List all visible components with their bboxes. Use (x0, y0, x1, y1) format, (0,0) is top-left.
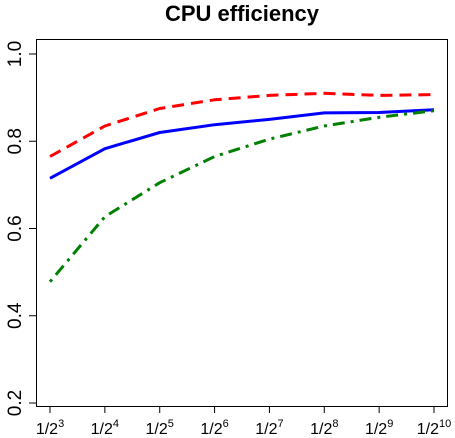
x-tick-label: 1/210 (417, 418, 452, 438)
x-tick-exponent: 4 (113, 418, 119, 430)
series-line-3 (48, 109, 435, 283)
x-tick-label: 1/25 (146, 418, 174, 438)
x-tick-base: 1/2 (146, 421, 168, 438)
y-tick-label: 0.8 (5, 128, 26, 154)
x-tick-label: 1/23 (36, 418, 64, 438)
y-axis: 0.2 0.4 0.6 0.8 1.0 (5, 41, 37, 416)
x-tick-base: 1/2 (310, 421, 332, 438)
y-tick-label: 1.0 (5, 41, 26, 67)
series-line-2 (49, 108, 435, 180)
y-tick-label: 0.6 (5, 215, 26, 241)
x-tick-base: 1/2 (417, 421, 439, 438)
x-tick-label: 1/28 (310, 418, 338, 438)
x-tick-label: 1/29 (365, 418, 393, 438)
x-tick-exponent: 7 (277, 418, 283, 430)
series-line-1 (49, 91, 435, 158)
plot-frame (36, 39, 448, 407)
x-tick-exponent: 9 (387, 418, 393, 430)
y-tick-label: 0.4 (5, 302, 26, 329)
series-layer (48, 91, 435, 283)
chart-title: CPU efficiency (165, 1, 320, 26)
x-tick-exponent: 8 (332, 418, 338, 430)
x-tick-exponent: 3 (58, 418, 64, 430)
y-tick-label: 0.2 (5, 390, 26, 416)
x-tick-base: 1/2 (365, 421, 387, 438)
x-tick-label: 1/27 (255, 418, 283, 438)
x-tick-base: 1/2 (36, 421, 58, 438)
x-tick-exponent: 5 (168, 418, 174, 430)
x-axis: 1/23 1/24 1/25 1/26 1/27 1/28 1/29 1/210 (36, 406, 452, 438)
x-tick-label: 1/26 (200, 418, 228, 438)
x-tick-exponent: 10 (439, 418, 451, 430)
x-tick-exponent: 6 (223, 418, 229, 430)
x-tick-base: 1/2 (255, 421, 277, 438)
x-tick-base: 1/2 (91, 421, 113, 438)
x-tick-base: 1/2 (200, 421, 222, 438)
x-tick-label: 1/24 (91, 418, 119, 438)
